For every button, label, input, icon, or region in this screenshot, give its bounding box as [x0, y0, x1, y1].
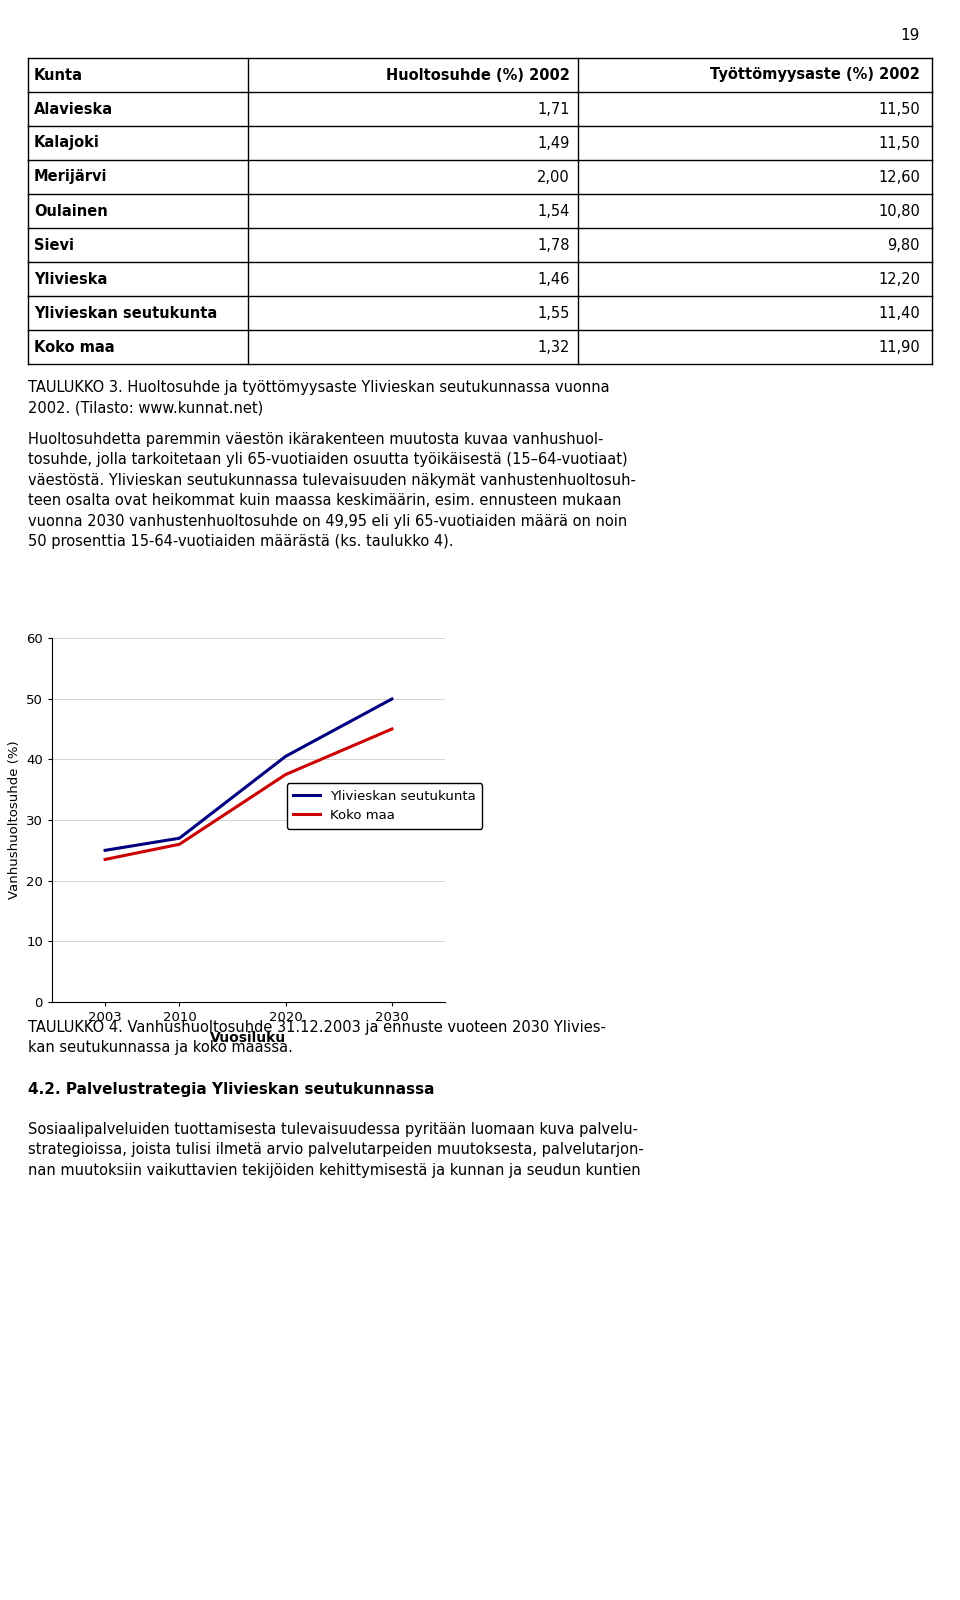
X-axis label: Vuosiluku: Vuosiluku: [210, 1030, 287, 1045]
Text: Huoltosuhde (%) 2002: Huoltosuhde (%) 2002: [386, 67, 570, 83]
Text: Merijärvi: Merijärvi: [34, 170, 108, 184]
Legend: Ylivieskan seutukunta, Koko maa: Ylivieskan seutukunta, Koko maa: [286, 782, 483, 829]
Text: 9,80: 9,80: [887, 237, 920, 253]
Text: 4.2. Palvelustrategia Ylivieskan seutukunnassa: 4.2. Palvelustrategia Ylivieskan seutuku…: [28, 1082, 435, 1098]
Text: 11,50: 11,50: [878, 136, 920, 150]
Y-axis label: Vanhushuoltosuhde (%): Vanhushuoltosuhde (%): [8, 741, 20, 899]
Text: Ylivieska: Ylivieska: [34, 272, 108, 286]
Text: TAULUKKO 3. Huoltosuhde ja työttömyysaste Ylivieskan seutukunnassa vuonna
2002. : TAULUKKO 3. Huoltosuhde ja työttömyysast…: [28, 379, 610, 416]
Text: 11,50: 11,50: [878, 101, 920, 117]
Text: 1,49: 1,49: [538, 136, 570, 150]
Text: 11,40: 11,40: [878, 306, 920, 320]
Text: 1,46: 1,46: [538, 272, 570, 286]
Text: Sosiaalipalveluiden tuottamisesta tulevaisuudessa pyritään luomaan kuva palvelu-: Sosiaalipalveluiden tuottamisesta tuleva…: [28, 1122, 644, 1178]
Text: 1,55: 1,55: [538, 306, 570, 320]
Text: Koko maa: Koko maa: [34, 339, 114, 355]
Text: Huoltosuhdetta paremmin väestön ikärakenteen muutosta kuvaa vanhushuol-
tosuhde,: Huoltosuhdetta paremmin väestön ikäraken…: [28, 432, 636, 549]
Text: 19: 19: [900, 27, 920, 43]
Text: Sievi: Sievi: [34, 237, 74, 253]
Text: 1,78: 1,78: [538, 237, 570, 253]
Text: 12,60: 12,60: [878, 170, 920, 184]
Text: Alavieska: Alavieska: [34, 101, 113, 117]
Text: TAULUKKO 4. Vanhushuoltosuhde 31.12.2003 ja ennuste vuoteen 2030 Ylivies-
kan se: TAULUKKO 4. Vanhushuoltosuhde 31.12.2003…: [28, 1021, 606, 1056]
Text: 1,32: 1,32: [538, 339, 570, 355]
Text: Ylivieskan seutukunta: Ylivieskan seutukunta: [34, 306, 217, 320]
Text: 1,54: 1,54: [538, 203, 570, 219]
Text: Oulainen: Oulainen: [34, 203, 108, 219]
Text: 10,80: 10,80: [878, 203, 920, 219]
Text: Kunta: Kunta: [34, 67, 83, 83]
Text: 12,20: 12,20: [878, 272, 920, 286]
Text: 11,90: 11,90: [878, 339, 920, 355]
Text: Työttömyysaste (%) 2002: Työttömyysaste (%) 2002: [710, 67, 920, 83]
Text: 1,71: 1,71: [538, 101, 570, 117]
Text: Kalajoki: Kalajoki: [34, 136, 100, 150]
Text: 2,00: 2,00: [538, 170, 570, 184]
